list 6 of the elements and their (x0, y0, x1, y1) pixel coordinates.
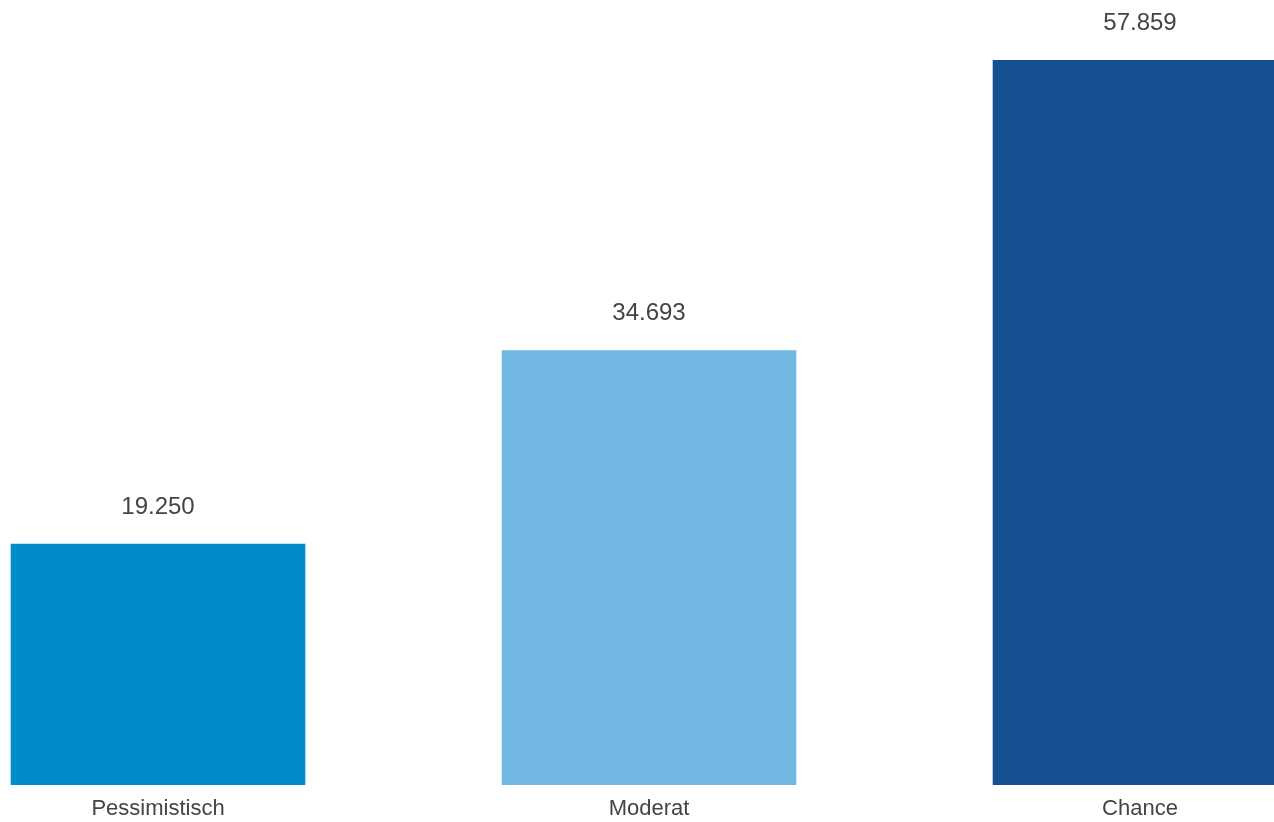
data-label: 34.693 (612, 298, 686, 326)
x-tick-label: Chance (1102, 794, 1178, 820)
x-tick-label: Moderat (608, 794, 690, 820)
data-label: 57.859 (1103, 8, 1177, 35)
data-label: 19.250 (121, 491, 195, 519)
x-tick-label: Pessimistisch (91, 794, 225, 820)
